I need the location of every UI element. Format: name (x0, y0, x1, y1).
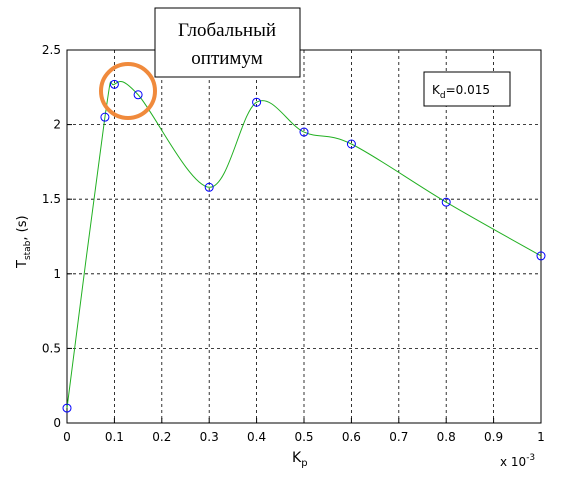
x-tick-label: 0.7 (389, 430, 408, 444)
legend-text: Kd=0.015 (432, 83, 490, 101)
x-tick-label: 0.8 (437, 430, 456, 444)
y-tick-label: 1.5 (42, 192, 61, 206)
x-multiplier-exp: -3 (526, 453, 535, 463)
data-marker (109, 79, 119, 89)
plot (62, 79, 546, 413)
data-marker (299, 127, 309, 137)
y-tick-label: 2 (53, 118, 61, 132)
y-label-main: T (15, 260, 30, 269)
highlight-circle (99, 62, 157, 120)
x-label-main: K (292, 450, 302, 466)
y-axis-label: Tstab, (s) (15, 215, 33, 269)
y-tick-label: 1 (53, 267, 61, 281)
legend-main: K (432, 83, 441, 97)
legend-box (423, 71, 511, 107)
x-tick-label: 0.6 (342, 430, 361, 444)
data-marker (62, 403, 72, 413)
legend-sub: d (440, 91, 446, 101)
x-tick-label: 0 (63, 430, 71, 444)
x-multiplier: x 10-3 (500, 453, 535, 469)
y-tick-label: 0.5 (42, 341, 61, 355)
annotation-box (154, 7, 301, 78)
y-tick-label: 0 (53, 416, 61, 430)
annotation-line: Глобальный (178, 20, 276, 41)
data-marker (100, 112, 110, 122)
x-tick-label: 1 (537, 430, 545, 444)
x-tick-label: 0.9 (484, 430, 503, 444)
x-multiplier-base: x 10 (500, 455, 526, 469)
data-marker (536, 251, 546, 261)
legend-rest: =0.015 (446, 83, 490, 97)
x-label-sub: p (301, 458, 307, 469)
x-tick-label: 0.4 (247, 430, 266, 444)
y-tick-label: 2.5 (42, 43, 61, 57)
x-tick-label: 0.5 (294, 430, 313, 444)
data-marker (441, 197, 451, 207)
x-tick-label: 0.2 (152, 430, 171, 444)
y-label-sub: stab (23, 240, 33, 260)
data-line (66, 80, 542, 409)
annotation-line: оптимум (191, 48, 262, 69)
x-tick-label: 0.1 (105, 430, 124, 444)
x-axis-label: Kp (292, 450, 308, 469)
data-marker (252, 97, 262, 107)
data-marker (204, 182, 214, 192)
data-marker (133, 90, 143, 100)
x-tick-label: 0.3 (200, 430, 219, 444)
data-marker (346, 139, 356, 149)
y-label-rest: , (s) (15, 215, 30, 240)
